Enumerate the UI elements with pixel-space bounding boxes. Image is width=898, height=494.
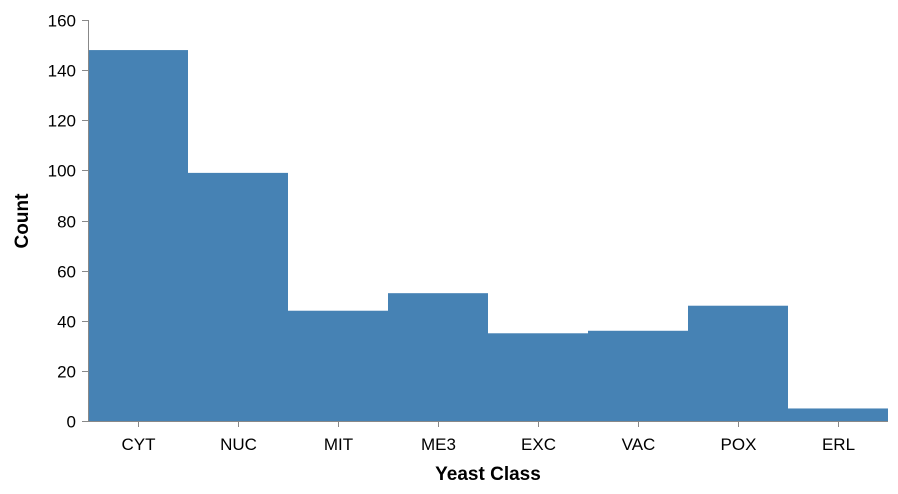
bar-vac xyxy=(588,330,688,421)
y-tick-label: 20 xyxy=(57,363,76,382)
y-tick-label: 60 xyxy=(57,263,76,282)
x-tick-label-exc: EXC xyxy=(521,435,556,454)
y-tick-label: 120 xyxy=(48,112,76,131)
bars-group xyxy=(88,50,888,421)
x-tick-label-me3: ME3 xyxy=(421,435,456,454)
y-tick-label: 140 xyxy=(48,62,76,81)
bar-nuc xyxy=(188,172,288,421)
y-tick-label: 40 xyxy=(57,313,76,332)
x-tick-label-erl: ERL xyxy=(822,435,855,454)
bar-erl xyxy=(788,408,888,421)
bar-mit xyxy=(288,310,388,421)
y-tick-label: 160 xyxy=(48,12,76,31)
x-axis-title: Yeast Class xyxy=(435,464,541,485)
x-tick-label-pox: POX xyxy=(721,435,757,454)
x-tick-label-cyt: CYT xyxy=(122,435,156,454)
y-axis-title: Count xyxy=(12,193,33,249)
bar-exc xyxy=(488,333,588,421)
x-axis: CYT NUC MIT ME3 EXC VAC POX ERL xyxy=(88,421,888,454)
x-tick-label-mit: MIT xyxy=(324,435,353,454)
y-tick-label: 100 xyxy=(48,162,76,181)
x-tick-label-nuc: NUC xyxy=(220,435,257,454)
bar-pox xyxy=(688,305,788,421)
bar-cyt xyxy=(88,50,188,421)
y-axis: 0 20 40 60 80 100 120 140 160 xyxy=(48,12,89,432)
bar-me3 xyxy=(388,293,488,421)
y-tick-label: 0 xyxy=(67,413,76,432)
x-tick-label-vac: VAC xyxy=(622,435,656,454)
y-tick-label: 80 xyxy=(57,213,76,232)
